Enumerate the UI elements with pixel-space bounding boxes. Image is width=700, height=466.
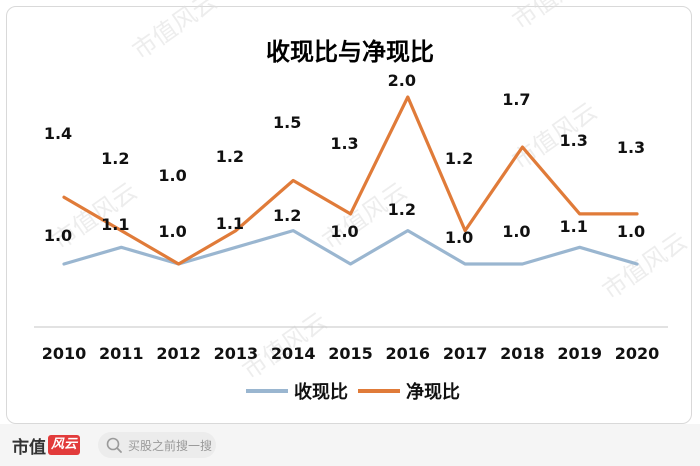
x-tick-label: 2014	[271, 344, 316, 363]
data-label-jingxianbi: 1.3	[330, 134, 358, 153]
data-label-shouxianbi: 1.1	[216, 214, 244, 233]
data-label-shouxianbi: 1.0	[445, 228, 473, 247]
brand-logo[interactable]: 市值 风云	[12, 433, 81, 458]
search-placeholder: 买股之前搜一搜	[128, 438, 213, 453]
watermark-text: 市值风云	[127, 0, 222, 65]
x-tick-label: 2018	[500, 344, 545, 363]
data-label-shouxianbi: 1.0	[617, 222, 645, 241]
chart-title: 收现比与净现比	[266, 38, 434, 66]
series-line-jingxianbi	[62, 95, 639, 266]
watermark-text: 市值风云	[507, 0, 602, 35]
x-tick-label: 2020	[615, 344, 660, 363]
x-tick-label: 2012	[156, 344, 201, 363]
x-tick-label: 2019	[557, 344, 602, 363]
data-label-jingxianbi: 1.4	[44, 124, 72, 143]
legend-label: 净现比	[406, 381, 460, 403]
data-label-shouxianbi: 1.1	[560, 217, 588, 236]
chart-border	[6, 6, 692, 424]
x-tick-label: 2011	[99, 344, 144, 363]
data-label-jingxianbi: 1.3	[560, 131, 588, 150]
data-labels: 1.4 1.2 1.0 1.2 1.5 1.3 2.0 1.2 1.7 1.3 1.3 1.0 1.1 1…	[44, 71, 645, 247]
series-line-shouxianbi	[62, 229, 639, 266]
data-label-jingxianbi: 1.2	[101, 149, 129, 168]
legend-label: 收现比	[294, 381, 348, 403]
brand-mark: 风云	[48, 435, 81, 455]
x-tick-label: 2015	[328, 344, 373, 363]
data-label-jingxianbi: 1.7	[502, 90, 530, 109]
footer-bar: 市值 风云 买股之前搜一搜	[0, 424, 700, 466]
series-lines	[62, 95, 639, 266]
data-label-shouxianbi: 1.0	[158, 222, 186, 241]
x-tick-label: 2010	[42, 344, 87, 363]
data-label-jingxianbi: 1.5	[273, 113, 301, 132]
data-label-shouxianbi: 1.0	[330, 222, 358, 241]
x-tick-labels: 2010 2011 2012 2013 2014 2015 2016 2017 2018 2019…	[42, 344, 660, 363]
line-chart: 市值风云市值风云市值风云市值风云市值风云市值风云市值风云 收现比与净现比 201…	[34, 0, 692, 403]
search-box[interactable]: 买股之前搜一搜	[98, 432, 216, 458]
legend: 收现比 净现比	[246, 381, 460, 403]
brand-text: 市值	[12, 437, 46, 458]
data-label-shouxianbi: 1.0	[44, 226, 72, 245]
data-label-shouxianbi: 1.1	[101, 215, 129, 234]
search-icon	[106, 437, 122, 453]
x-tick-label: 2016	[386, 344, 431, 363]
data-label-shouxianbi: 1.2	[388, 200, 416, 219]
data-label-jingxianbi: 1.3	[617, 138, 645, 157]
data-label-shouxianbi: 1.0	[502, 222, 530, 241]
data-label-shouxianbi: 1.2	[273, 206, 301, 225]
data-label-jingxianbi: 2.0	[388, 71, 416, 90]
data-label-jingxianbi: 1.2	[445, 149, 473, 168]
data-label-jingxianbi: 1.2	[216, 147, 244, 166]
data-label-jingxianbi: 1.0	[158, 166, 186, 185]
x-tick-label: 2017	[443, 344, 488, 363]
x-tick-label: 2013	[214, 344, 259, 363]
